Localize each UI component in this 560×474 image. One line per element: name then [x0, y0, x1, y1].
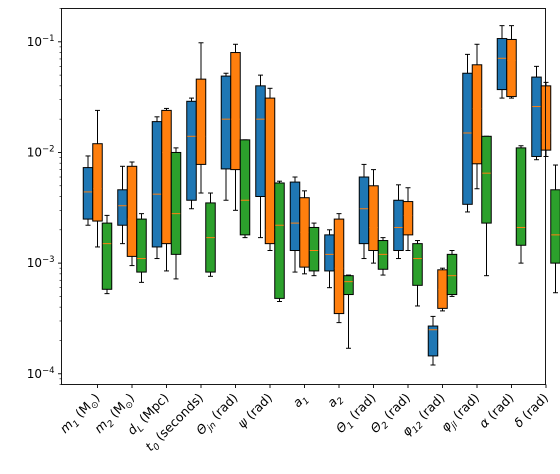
- box-2-8: [333, 213, 345, 324]
- box-1-4: [186, 97, 197, 210]
- box-2-9: [368, 169, 379, 264]
- box-3-2: [136, 213, 147, 283]
- y-tick-label: 10−4: [27, 366, 55, 381]
- box-3-9: [377, 237, 389, 276]
- box-3-13: [515, 145, 527, 264]
- iqr-box: [151, 121, 163, 248]
- iqr-box: [506, 38, 517, 98]
- iqr-box: [289, 181, 301, 252]
- iqr-box: [161, 109, 172, 245]
- iqr-box: [101, 222, 113, 290]
- iqr-box: [333, 218, 345, 315]
- iqr-box: [136, 218, 147, 273]
- box-3-3: [170, 147, 182, 280]
- iqr-box: [230, 52, 241, 171]
- iqr-box: [446, 253, 458, 296]
- iqr-box: [412, 243, 423, 286]
- iqr-box: [324, 234, 335, 272]
- box-2-11: [437, 267, 448, 312]
- box-1-13: [496, 25, 508, 99]
- iqr-box: [126, 165, 138, 257]
- iqr-box: [239, 139, 251, 236]
- iqr-box: [343, 275, 354, 296]
- box-2-5: [230, 43, 241, 211]
- iqr-box: [550, 189, 560, 264]
- box-3-1: [101, 214, 113, 295]
- iqr-box: [195, 78, 207, 165]
- iqr-box: [427, 325, 439, 357]
- box-3-8: [343, 274, 354, 349]
- iqr-box: [255, 85, 266, 197]
- box-2-6: [264, 87, 276, 252]
- y-tick-label: 10−2: [27, 144, 55, 159]
- iqr-box: [274, 182, 285, 299]
- iqr-box: [471, 64, 483, 165]
- iqr-box: [264, 97, 276, 245]
- box-3-4: [205, 192, 216, 277]
- iqr-box: [170, 151, 182, 255]
- iqr-box: [402, 201, 414, 236]
- box-1-11: [427, 315, 439, 366]
- iqr-box: [515, 147, 527, 246]
- y-tick-label: 10−3: [27, 255, 55, 270]
- box-2-1: [92, 109, 103, 248]
- box-1-14: [531, 65, 542, 161]
- iqr-box: [358, 176, 370, 245]
- iqr-box: [393, 199, 404, 252]
- iqr-box: [531, 76, 542, 157]
- box-3-7: [308, 222, 320, 277]
- box-3-10: [412, 240, 423, 307]
- iqr-box: [462, 72, 473, 205]
- iqr-box: [377, 240, 389, 270]
- box-3-6: [274, 180, 285, 302]
- box-2-12: [471, 43, 483, 190]
- iqr-box: [368, 185, 379, 252]
- iqr-box: [496, 38, 508, 91]
- box-3-12: [481, 135, 492, 277]
- iqr-box: [481, 135, 492, 224]
- iqr-box: [92, 143, 103, 222]
- box-2-10: [402, 187, 414, 252]
- iqr-box: [117, 189, 128, 226]
- boxes-layer: [82, 25, 560, 366]
- box-1-12: [462, 53, 473, 213]
- y-tick-label: 10−1: [27, 34, 55, 49]
- box-2-13: [506, 25, 517, 99]
- box-2-2: [126, 161, 138, 267]
- box-2-7: [299, 190, 310, 275]
- box-3-14: [550, 164, 560, 294]
- iqr-box: [220, 75, 232, 170]
- y-axis: 10−4 10−3 10−2 10−1: [27, 8, 62, 385]
- iqr-box: [186, 100, 197, 201]
- box-1-3: [151, 116, 163, 260]
- box-2-14: [540, 81, 552, 157]
- iqr-box: [308, 226, 320, 272]
- box-3-11: [446, 250, 458, 297]
- box-2-4: [195, 42, 207, 194]
- box-3-5: [239, 139, 251, 239]
- iqr-box: [540, 85, 552, 151]
- iqr-box: [82, 167, 94, 220]
